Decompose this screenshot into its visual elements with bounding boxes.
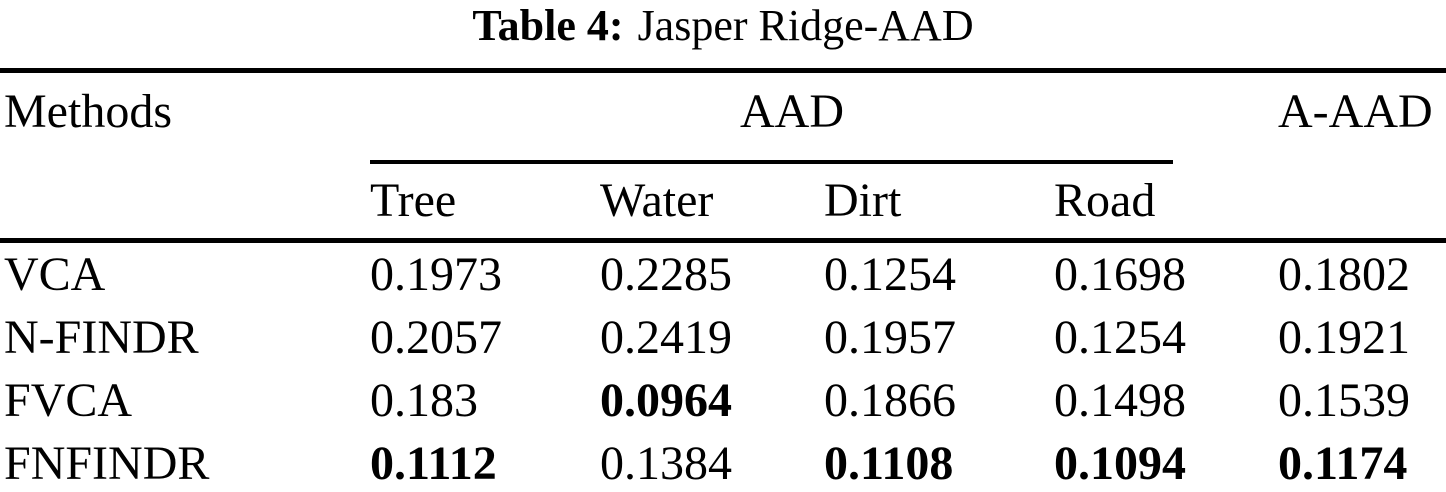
subheader-water: Water (600, 174, 714, 227)
table-caption: Table 4: Jasper Ridge-AAD (0, 2, 1446, 50)
row-fvca-tree: 0.183 (370, 373, 478, 427)
row-fvca-a-aad: 0.1539 (1278, 373, 1410, 427)
row-fnfindr-dirt: 0.1108 (824, 436, 954, 490)
subheader-road: Road (1054, 174, 1156, 227)
row-vca-dirt: 0.1254 (824, 247, 956, 301)
row-nfindr-a-aad: 0.1921 (1278, 310, 1410, 364)
subheader-tree: Tree (370, 174, 457, 227)
header-aad-group: AAD (740, 84, 844, 138)
caption-text: Jasper Ridge-AAD (637, 1, 974, 50)
row-nfindr-dirt: 0.1957 (824, 310, 956, 364)
header-a-aad: A-AAD (1278, 84, 1433, 138)
row-fvca-road: 0.1498 (1054, 373, 1186, 427)
header-methods: Methods (4, 84, 172, 138)
aad-group-underline (370, 160, 1173, 164)
row-fnfindr-method: FNFINDR (4, 436, 210, 490)
row-vca-tree: 0.1973 (370, 247, 502, 301)
caption-label: Table 4: (472, 1, 624, 50)
row-fnfindr-tree: 0.1112 (370, 436, 497, 490)
row-fnfindr-a-aad: 0.1174 (1278, 436, 1408, 490)
row-fvca-method: FVCA (4, 373, 133, 427)
aad-group-underline-row (0, 160, 1446, 164)
row-nfindr-water: 0.2419 (600, 310, 732, 364)
row-vca-a-aad: 0.1802 (1278, 247, 1410, 301)
row-fnfindr-road: 0.1094 (1054, 436, 1186, 490)
results-table: Methods AAD A-AAD Tree Water Dirt Road V… (0, 68, 1446, 492)
row-nfindr-tree: 0.2057 (370, 310, 502, 364)
row-fvca-water: 0.0964 (600, 373, 732, 427)
row-vca-water: 0.2285 (600, 247, 732, 301)
row-vca-road: 0.1698 (1054, 247, 1186, 301)
row-fvca-dirt: 0.1866 (824, 373, 956, 427)
mid-rule (0, 238, 1446, 243)
header2-spacer-right (1274, 164, 1446, 238)
header2-spacer-left (0, 164, 366, 238)
row-nfindr-method: N-FINDR (4, 310, 199, 364)
top-rule (0, 68, 1446, 73)
row-vca-method: VCA (4, 247, 106, 301)
row-fnfindr-water: 0.1384 (600, 436, 732, 490)
row-nfindr-road: 0.1254 (1054, 310, 1186, 364)
subheader-dirt: Dirt (824, 174, 902, 227)
